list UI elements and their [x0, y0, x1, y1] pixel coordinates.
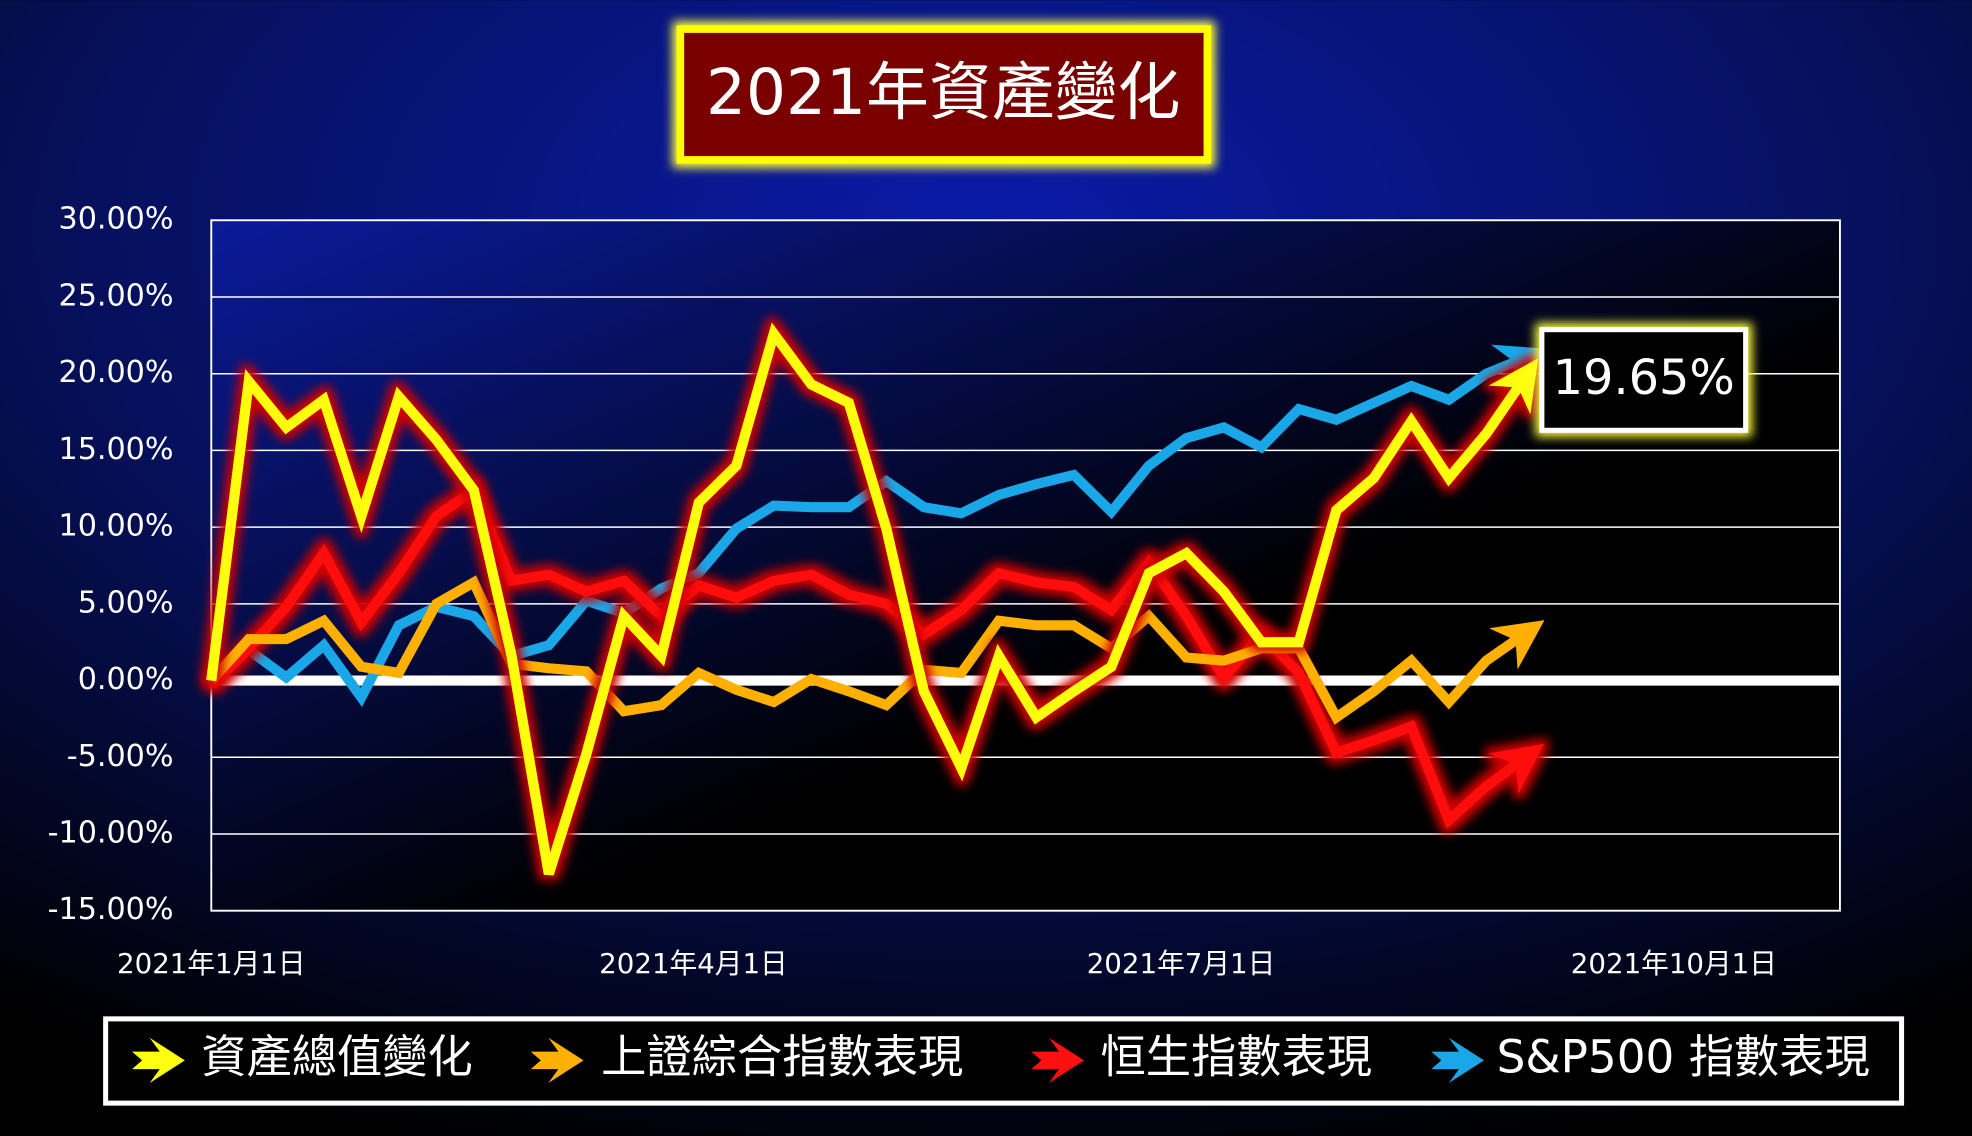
y-tick-label: 20.00%: [59, 355, 174, 390]
annotation: 19.65%: [1553, 351, 1735, 406]
y-tick-label: 25.00%: [59, 278, 174, 313]
legend-label: S&P500 指數表現: [1497, 1030, 1870, 1083]
legend-box: [103, 1016, 1905, 1106]
y-tick-label: 15.00%: [59, 432, 174, 467]
chart-title: 2021年資產變化: [706, 56, 1180, 129]
legend-icon: [1431, 1037, 1485, 1084]
x-tick-label: 2021年10月1日: [1571, 947, 1777, 980]
legend-label: 上證綜合指數表現: [601, 1030, 963, 1083]
lines: [206, 322, 1548, 876]
plot-frame: [210, 219, 1841, 912]
y-tick-label: 0.00%: [78, 662, 174, 697]
title-box: [676, 25, 1212, 164]
series-line: [207, 575, 1545, 725]
x-tick-label: 2021年4月1日: [599, 947, 788, 980]
y-tick-label: -10.00%: [48, 815, 174, 850]
legend-label: 恒生指數表現: [1100, 1030, 1372, 1083]
legend-label: 資產總值變化: [201, 1030, 473, 1083]
legend-icon: [530, 1037, 584, 1084]
legend-icon: [1031, 1037, 1085, 1084]
y-tick-label: -5.00%: [67, 739, 174, 774]
y-tick-label: 30.00%: [59, 202, 174, 237]
x-tick-label: 2021年7月1日: [1087, 947, 1276, 980]
y-tick-label: -15.00%: [48, 892, 174, 927]
series-line: [207, 482, 1545, 829]
x-tick-label: 2021年1月1日: [117, 947, 306, 980]
y-tick-label: 10.00%: [59, 509, 174, 544]
series-line: [206, 322, 1539, 876]
plot-area: [211, 220, 1840, 911]
y-tick-label: 5.00%: [78, 585, 174, 620]
legend: 資產總值變化 上證綜合指數表現 恒生指數表現 S&P500 指數表現: [132, 1030, 1870, 1083]
annotation-box: [1539, 327, 1749, 433]
legend-icon: [132, 1037, 185, 1084]
